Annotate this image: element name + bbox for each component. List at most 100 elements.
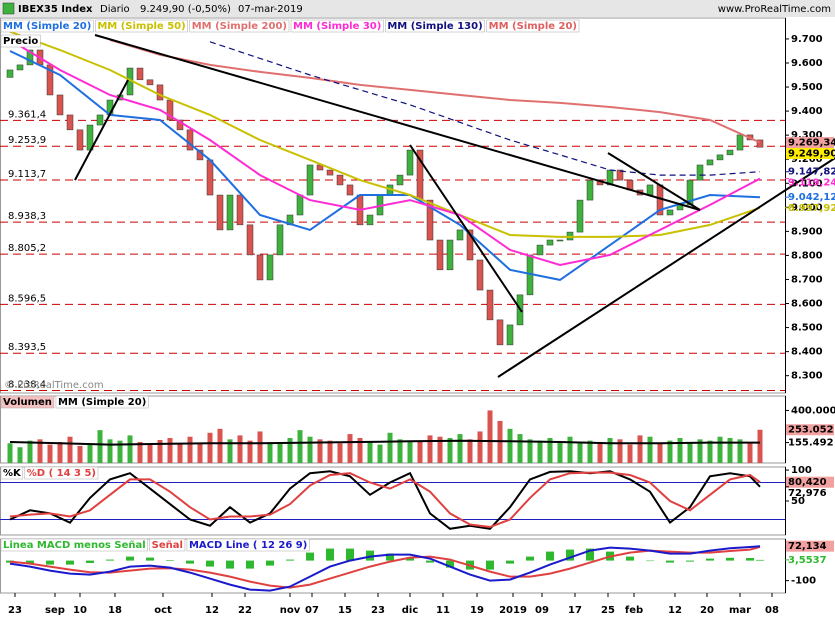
histogram-bar (706, 558, 714, 561)
legend-item: MM (Simple 30) (293, 21, 381, 32)
chart-title: IBEX35 Index (18, 4, 93, 15)
series-line (9, 30, 761, 238)
last-price: 9.249,90 (-0,50%) (140, 4, 231, 15)
volume-bar (717, 436, 723, 463)
volume-bar (127, 435, 133, 463)
histogram-bar (326, 548, 334, 561)
series-line (9, 545, 761, 592)
x-tick-label: 23 (8, 605, 22, 616)
legend-box (149, 538, 186, 552)
y-tick-label: 9.600 (791, 58, 823, 69)
legend-item: %K (3, 468, 22, 479)
y-tick-label: 8.700 (791, 274, 823, 285)
candle (236, 194, 244, 226)
candle (436, 239, 444, 271)
series-line (209, 41, 761, 176)
volume-bar (77, 445, 83, 463)
volume-bar (417, 440, 423, 463)
y-tick-label: 400.000 (791, 405, 835, 416)
histogram-bar (186, 560, 194, 564)
histogram-bar (406, 557, 414, 561)
series-line (109, 38, 761, 144)
volume-bar (157, 440, 163, 463)
volume-bar (47, 444, 53, 463)
candle (576, 199, 584, 233)
candle (306, 164, 314, 196)
candle (136, 67, 144, 81)
candle (406, 149, 414, 176)
volume-bar (437, 436, 443, 463)
candle (586, 179, 594, 201)
y-tick-label: 9.400 (791, 106, 823, 117)
candle (736, 134, 744, 151)
legend-item: MM (Simple 20) (489, 21, 577, 32)
legend-box (24, 466, 99, 480)
volume-bar (137, 441, 143, 463)
histogram-bar (126, 556, 134, 561)
trendline (94, 34, 701, 211)
candle (706, 159, 714, 166)
histogram-bar (746, 558, 754, 561)
level-label: 8.238,4 (8, 379, 46, 390)
marker-label: 3,5537 (788, 555, 827, 566)
volume-bar (737, 439, 743, 463)
histogram-bar (586, 548, 594, 561)
x-tick-label: 15 (338, 605, 352, 616)
marker-label: 9.042,12 (788, 192, 835, 203)
legend-item: MM (Simple 20) (58, 397, 146, 408)
volume-bar (297, 430, 303, 463)
volume-bar (517, 434, 523, 463)
candle (646, 184, 654, 196)
candle (536, 244, 544, 256)
level-label: 8.393,5 (8, 342, 46, 353)
candle (96, 114, 104, 126)
volume-bar (377, 444, 383, 463)
volume-bar (267, 443, 273, 463)
x-tick-label: 09 (535, 605, 549, 616)
volume-bar (147, 444, 153, 463)
histogram-bar (426, 560, 434, 563)
candle (716, 154, 724, 161)
legend-item: Precio (3, 36, 38, 47)
candle (326, 169, 334, 176)
volume-bar (507, 428, 513, 463)
histogram-bar (646, 560, 654, 562)
source: www.ProRealTime.com (718, 4, 831, 15)
marker-box (786, 148, 834, 160)
volume-bar (207, 432, 213, 463)
histogram-bar (46, 560, 54, 565)
header-bar (0, 0, 835, 17)
y-tick-label: 50 (791, 496, 805, 507)
trendline (607, 152, 701, 211)
x-tick-label: 11 (436, 605, 450, 616)
histogram-bar (486, 560, 494, 570)
legend-box (0, 395, 55, 409)
volume-bar (347, 434, 353, 463)
volume-bar (547, 438, 553, 463)
y-tick-label: 8.400 (791, 347, 823, 358)
volume-bar (177, 443, 183, 463)
candle (366, 214, 374, 226)
legend-item: MM (Simple 50) (97, 21, 185, 32)
volume-bar (367, 441, 373, 463)
marker-label: 9.119,24 (788, 178, 835, 189)
volume-bar (7, 443, 13, 463)
histogram-bar (106, 559, 114, 561)
volume-bar (287, 438, 293, 463)
candle (186, 129, 194, 151)
volume-bar (697, 439, 703, 463)
candle (446, 239, 454, 271)
legend-box (186, 538, 310, 552)
series-line (9, 470, 761, 530)
volume-bar (427, 435, 433, 463)
volume-bar (167, 438, 173, 463)
marker-label: 9.147,82 (788, 167, 835, 178)
y-tick-label: 8.600 (791, 299, 823, 310)
volume-bar (447, 438, 453, 463)
watermark: © ProRealTime.com (4, 380, 104, 391)
candle (216, 194, 224, 231)
histogram-bar (386, 553, 394, 561)
candle (726, 149, 734, 156)
candle (346, 184, 354, 196)
candle (476, 259, 484, 291)
